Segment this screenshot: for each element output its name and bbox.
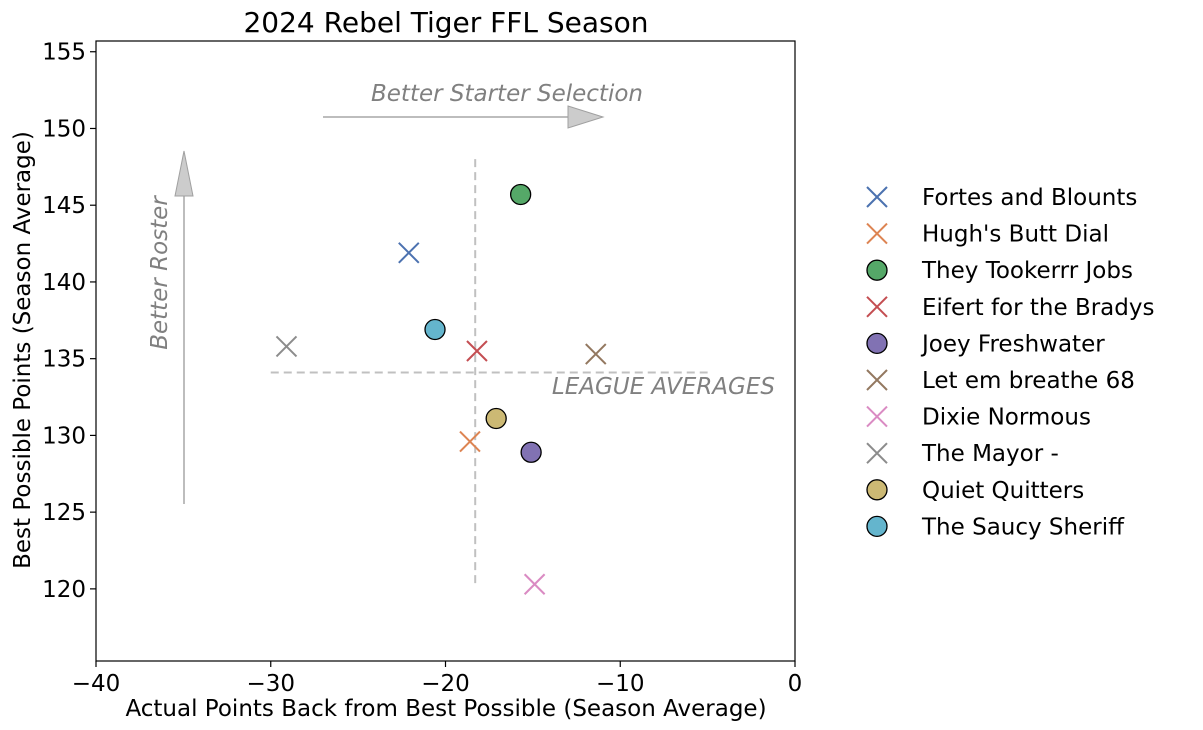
legend-marker [866, 515, 888, 538]
data-point [523, 573, 546, 595]
x-marker-stroke [866, 186, 888, 208]
data-points [275, 183, 607, 595]
data-point [459, 430, 481, 453]
data-point [485, 407, 507, 430]
legend-marker [866, 186, 888, 208]
legend-marker [866, 222, 888, 245]
legend-marker [866, 259, 888, 281]
x-marker-stroke [398, 242, 420, 264]
data-point [585, 343, 607, 365]
league-average-label: LEAGUE AVERAGES [552, 374, 775, 400]
y-tick-label: 130 [42, 423, 86, 449]
x-tick-label: −40 [72, 671, 121, 697]
x-marker-stroke [866, 405, 888, 428]
y-tick-label: 150 [42, 116, 86, 142]
legend-label: The Mayor - [921, 441, 1059, 467]
y-tick-label: 145 [42, 193, 86, 219]
legend-marker [866, 405, 888, 428]
y-axis-label: Best Possible Points (Season Average) [10, 131, 36, 569]
x-direction-annotation: Better Starter Selection [371, 81, 643, 107]
legend-label: Hugh's Butt Dial [922, 222, 1109, 248]
reference-lines [270, 159, 708, 585]
legend-label: They Tookerrr Jobs [921, 258, 1133, 284]
x-tick-label: −30 [246, 671, 295, 697]
legend-label: Quiet Quitters [922, 478, 1084, 504]
x-marker-stroke [866, 222, 888, 245]
legend-marker [866, 369, 888, 391]
x-tick-label: 0 [788, 671, 803, 697]
y-tick-label: 135 [42, 347, 86, 373]
legend-marker [866, 332, 888, 355]
x-marker-stroke [866, 369, 888, 391]
legend: Fortes and Blounts Hugh's Butt Dial They T… [866, 185, 1154, 540]
chart-title: 2024 Rebel Tiger FFL Season [243, 6, 648, 39]
y-tick-label: 140 [42, 270, 86, 296]
legend-marker [866, 479, 888, 501]
x-marker-stroke [523, 573, 546, 595]
legend-label: Let em breathe 68 [922, 368, 1135, 394]
x-marker-stroke [459, 430, 481, 453]
legend-label: The Saucy Sheriff [921, 514, 1125, 540]
x-marker-stroke [275, 335, 298, 358]
plot-frame [95, 40, 796, 662]
data-point [275, 335, 298, 358]
x-marker-stroke [866, 442, 888, 464]
x-marker-stroke [866, 296, 888, 318]
x-axis-label: Actual Points Back from Best Possible (S… [125, 696, 766, 722]
data-point [466, 340, 488, 362]
legend-label: Dixie Normous [922, 405, 1091, 431]
legend-label: Fortes and Blounts [922, 185, 1137, 211]
y-direction-arrow-head [174, 150, 194, 197]
legend-marker [866, 296, 888, 318]
axes: −40 −30 −20 −10 0 120 125 130 135 140 145 150 155 [42, 40, 802, 697]
legend-label: Eifert for the Bradys [922, 295, 1154, 321]
data-point [398, 242, 420, 264]
x-marker-stroke [585, 343, 607, 365]
y-tick-label: 155 [42, 40, 86, 66]
x-tick-label: −20 [421, 671, 470, 697]
data-point [520, 441, 542, 463]
x-direction-arrow-head [567, 105, 605, 129]
data-point [509, 183, 532, 206]
x-marker-stroke [466, 340, 488, 362]
annotation-layer: Better Starter Selection Better Roster L… [147, 81, 775, 504]
y-tick-label: 120 [42, 577, 86, 603]
y-tick-label: 125 [42, 500, 86, 526]
y-direction-annotation: Better Roster [147, 195, 173, 350]
legend-label: Joey Freshwater [920, 331, 1105, 357]
legend-marker [866, 442, 888, 464]
data-point [424, 318, 446, 341]
x-tick-label: −10 [596, 671, 645, 697]
